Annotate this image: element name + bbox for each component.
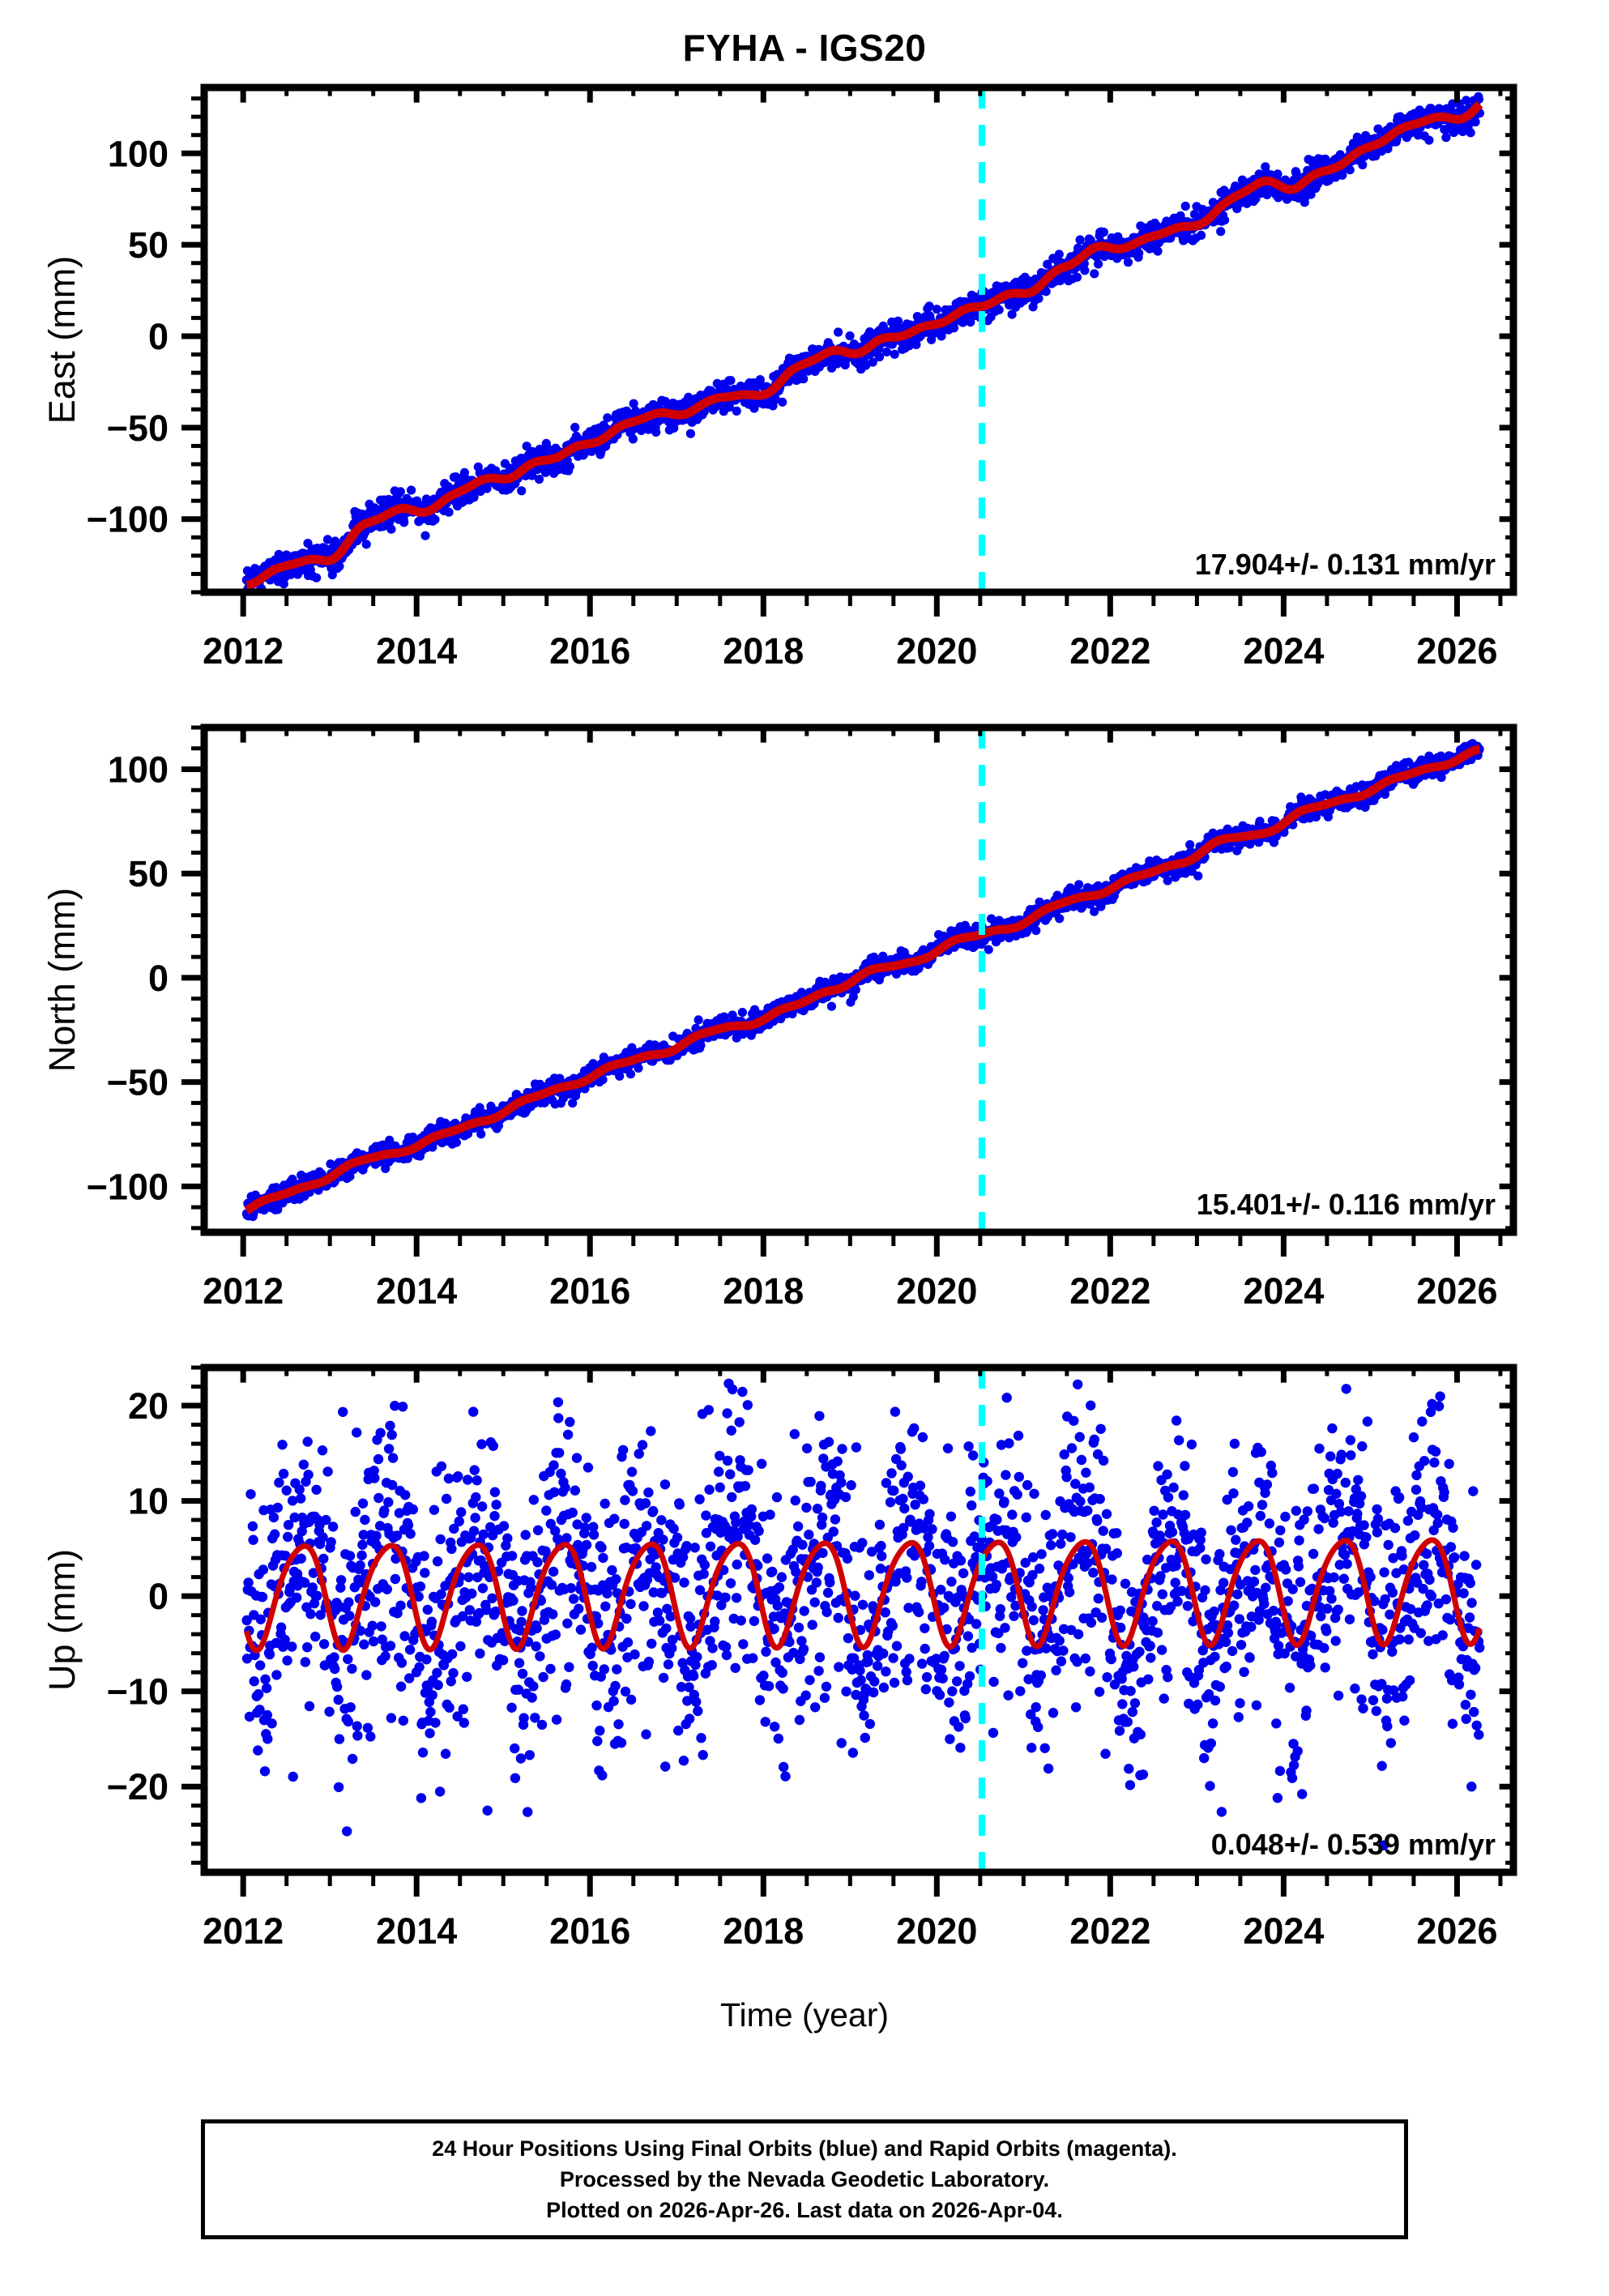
y-axis-label: North (mm) — [41, 888, 83, 1072]
x-tick-label: 2024 — [1243, 1910, 1324, 1952]
caption-line-2: Processed by the Nevada Geodetic Laborat… — [559, 2166, 1050, 2191]
x-axis: 2012 2014 2016 2018 2020 2022 2024 2026 — [203, 728, 1503, 1312]
x-tick-label: 2026 — [1416, 1910, 1497, 1952]
y-tick-label: 100 — [108, 749, 169, 790]
y-axis-label: East (mm) — [41, 256, 83, 425]
y-tick-label: 0 — [148, 958, 169, 999]
x-tick-label: 2012 — [203, 1910, 284, 1952]
model-line — [242, 745, 1483, 1215]
plot-north: 2012 2014 2016 2018 2020 2022 2024 2026 −100 −50 0… — [41, 723, 1517, 1312]
x-tick-label: 2016 — [549, 630, 630, 672]
y-tick-label: 50 — [128, 224, 169, 266]
plot-up: 2012 2014 2016 2018 2020 2022 2024 2026 −20 −10 0 1… — [41, 1364, 1517, 1952]
x-tick-label: 2020 — [896, 630, 977, 672]
x-axis: 2012 2014 2016 2018 2020 2022 2024 2026 — [203, 1368, 1503, 1952]
y-tick-label: 50 — [128, 853, 169, 894]
y-tick-label: 100 — [108, 133, 169, 174]
x-tick-label: 2024 — [1243, 630, 1324, 672]
x-axis: 2012 2014 2016 2018 2020 2022 2024 2026 — [203, 87, 1503, 672]
y-tick-label: −20 — [107, 1766, 169, 1807]
x-tick-label: 2026 — [1416, 1270, 1497, 1312]
y-axis-label: Up (mm) — [41, 1549, 83, 1691]
x-tick-label: 2014 — [376, 1910, 457, 1952]
y-axis: −100 −50 0 50 100 — [87, 725, 1513, 1231]
plot-east: 2012 2014 2016 2018 2020 2022 2024 2026 −100 −50 0… — [41, 83, 1517, 672]
y-axis: −20 −10 0 10 20 — [107, 1365, 1513, 1865]
x-tick-label: 2018 — [723, 630, 804, 672]
figure-title: FYHA - IGS20 — [682, 27, 927, 69]
x-tick-label: 2014 — [376, 1270, 457, 1312]
x-tick-label: 2024 — [1243, 1270, 1324, 1312]
x-tick-label: 2014 — [376, 630, 457, 672]
x-axis-label: Time (year) — [719, 1996, 890, 2034]
x-tick-label: 2018 — [723, 1910, 804, 1952]
x-tick-label: 2026 — [1416, 630, 1497, 672]
y-tick-label: −10 — [107, 1671, 169, 1713]
caption-line-3: Plotted on 2026-Apr-26. Last data on 202… — [546, 2198, 1063, 2223]
data-layer — [241, 1368, 1485, 1872]
y-tick-label: −100 — [87, 499, 169, 540]
model-line — [242, 100, 1483, 590]
x-tick-label: 2016 — [549, 1910, 630, 1952]
panel-east: 2012 2014 2016 2018 2020 2022 2024 2026 −100 −50 0… — [0, 70, 1609, 702]
x-tick-label: 2018 — [723, 1270, 804, 1312]
y-axis: −100 −50 0 50 100 — [87, 96, 1513, 595]
x-tick-label: 2012 — [203, 630, 284, 672]
panel-north: 2012 2014 2016 2018 2020 2022 2024 2026 −100 −50 0… — [0, 710, 1609, 1342]
axis-frame — [200, 1364, 1517, 1876]
y-tick-label: 0 — [148, 316, 169, 357]
data-layer — [241, 728, 1484, 1232]
axis-frame — [200, 83, 1517, 596]
x-tick-label: 2020 — [896, 1910, 977, 1952]
y-tick-label: −50 — [107, 408, 169, 449]
data-layer — [241, 87, 1484, 592]
rate-annotation: 15.401+/- 0.116 mm/yr — [1197, 1188, 1496, 1221]
y-tick-label: 0 — [148, 1576, 169, 1617]
y-tick-label: −100 — [87, 1166, 169, 1207]
rate-annotation: 17.904+/- 0.131 mm/yr — [1195, 548, 1496, 581]
rate-annotation: 0.048+/- 0.539 mm/yr — [1211, 1828, 1496, 1861]
x-tick-label: 2012 — [203, 1270, 284, 1312]
x-tick-label: 2016 — [549, 1270, 630, 1312]
y-tick-label: 10 — [128, 1481, 169, 1522]
x-tick-label: 2022 — [1069, 630, 1150, 672]
x-tick-label: 2022 — [1069, 1910, 1150, 1952]
x-tick-label: 2020 — [896, 1270, 977, 1312]
model-line — [244, 1537, 1483, 1654]
y-tick-label: −50 — [107, 1062, 169, 1103]
panel-up: 2012 2014 2016 2018 2020 2022 2024 2026 −20 −10 0 1… — [0, 1350, 1609, 1982]
caption-box: 24 Hour Positions Using Final Orbits (bl… — [201, 2119, 1408, 2239]
caption-line-1: 24 Hour Positions Using Final Orbits (bl… — [432, 2136, 1177, 2161]
x-tick-label: 2022 — [1069, 1270, 1150, 1312]
y-tick-label: 20 — [128, 1385, 169, 1427]
